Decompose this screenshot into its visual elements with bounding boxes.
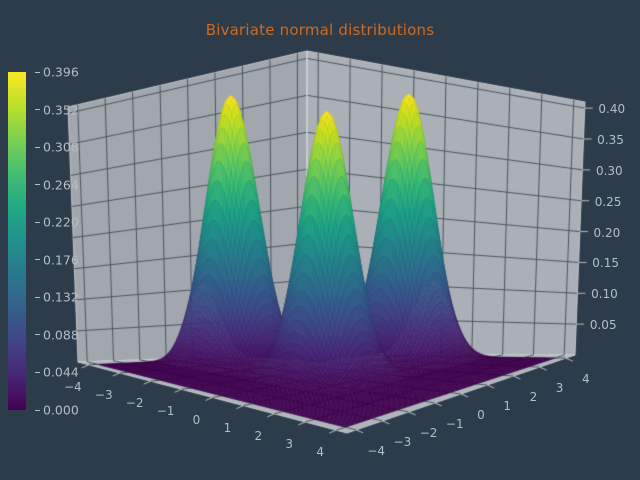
- chart-title: Bivariate normal distributions: [205, 21, 435, 39]
- x-axis-tick-label: 3: [285, 436, 294, 451]
- colorbar-tick-label: 0.396: [43, 64, 79, 80]
- x-axis-tick-label: −4: [63, 379, 82, 394]
- colorbar-tick-mark: [35, 184, 40, 186]
- x-axis-tick-label: 0: [192, 412, 201, 427]
- x-axis-tick-label: 4: [316, 445, 324, 460]
- colorbar-tick-label: 0.176: [43, 252, 79, 268]
- colorbar-tick-mark: [35, 71, 40, 73]
- y-axis-tick-label: 3: [555, 381, 564, 396]
- colorbar-gradient: [8, 72, 26, 410]
- colorbar-tick-mark: [35, 296, 40, 298]
- z-axis-tick-label: 0.25: [594, 194, 622, 209]
- y-axis-tick-label: −4: [367, 443, 386, 458]
- z-axis-tick-label: 0.35: [597, 133, 624, 148]
- colorbar-tick-label: 0.352: [43, 102, 79, 118]
- y-axis-tick-label: 4: [581, 372, 590, 387]
- colorbar: 0.000 0.044 0.088 0.132 0.176 0.220 0.264 0.308…: [8, 65, 79, 418]
- x-axis-tick-label: 1: [223, 420, 232, 435]
- y-axis-tick-label: 0: [477, 408, 485, 422]
- colorbar-tick-label: 0.264: [43, 177, 79, 193]
- colorbar-tick-mark: [35, 334, 40, 336]
- y-axis-tick-label: −2: [419, 425, 438, 440]
- colorbar-tick-label: 0.088: [43, 327, 79, 343]
- z-axis-tick-label: 0.30: [595, 163, 623, 178]
- colorbar-tick-mark: [35, 409, 40, 411]
- y-axis-tick-label: −3: [393, 434, 412, 449]
- colorbar-tick-label: 0.220: [43, 214, 79, 230]
- colorbar-tick-mark: [35, 109, 40, 111]
- x-axis-tick-label: 2: [254, 428, 263, 443]
- colorbar-tick-mark: [35, 146, 40, 148]
- z-axis-tick-label: 0.05: [589, 318, 617, 333]
- z-axis-tick-label: 0.40: [598, 102, 626, 117]
- colorbar-tick-label: 0.044: [43, 364, 79, 380]
- z-axis-tick-label: 0.10: [591, 287, 618, 302]
- colorbar-tick-mark: [35, 371, 40, 373]
- colorbar-tick-mark: [35, 259, 40, 261]
- x-axis-tick-label: −3: [94, 388, 113, 403]
- colorbar-tick-mark: [35, 221, 40, 223]
- y-axis-tick-label: 1: [503, 399, 512, 414]
- y-axis-tick-label: −1: [445, 416, 464, 431]
- x-axis-tick-label: −2: [125, 396, 144, 411]
- x-axis-tick-label: −1: [156, 404, 175, 419]
- colorbar-tick-label: 0.000: [43, 402, 79, 418]
- colorbar-tick-label: 0.132: [43, 289, 79, 305]
- colorbar-tick-label: 0.308: [43, 139, 79, 155]
- z-axis-tick-label: 0.20: [593, 225, 621, 240]
- y-axis-tick-label: 2: [529, 390, 538, 405]
- z-axis-tick-label: 0.15: [592, 256, 620, 271]
